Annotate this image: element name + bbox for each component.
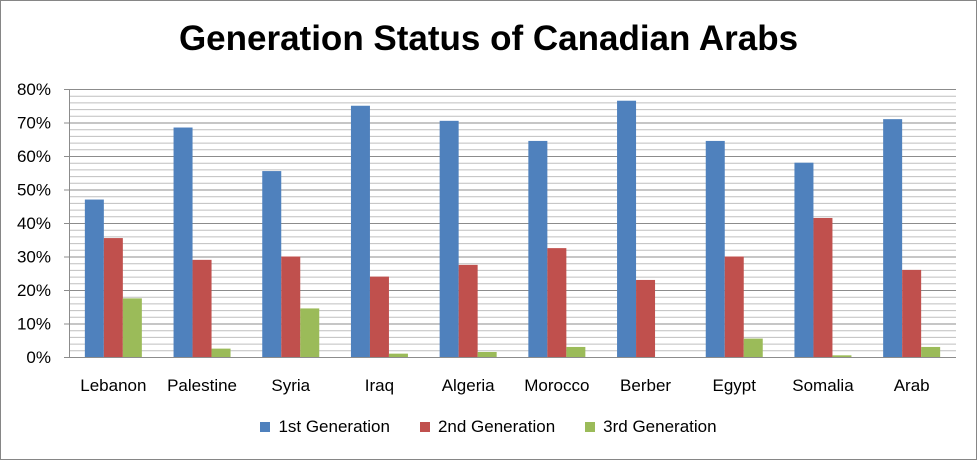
- bar-algeria-series-3: [477, 351, 497, 357]
- bar-somalia-series-1: [794, 162, 814, 357]
- legend-swatch: [419, 422, 430, 432]
- x-tick-label: Syria: [271, 376, 310, 395]
- x-tick-label: Palestine: [167, 376, 237, 395]
- x-tick-label: Berber: [620, 376, 671, 395]
- x-tick-label: Arab: [894, 376, 930, 395]
- chart-legend: 1st Generation 2nd Generation 3rd Generati…: [1, 417, 976, 437]
- chart-title: Generation Status of Canadian Arabs: [178, 19, 799, 58]
- x-tick-label: Iraq: [365, 376, 394, 395]
- y-tick-label: 0%: [26, 348, 51, 367]
- y-tick-label: 40%: [17, 214, 51, 233]
- bar-berber-series-1: [617, 100, 637, 357]
- bar-algeria-series-2: [458, 264, 478, 357]
- bar-morocco-series-1: [528, 140, 548, 357]
- x-tick-label: Lebanon: [80, 376, 146, 395]
- x-tick-label: Algeria: [442, 376, 495, 395]
- x-tick-label: Morocco: [524, 376, 589, 395]
- legend-item: 2nd Generation: [419, 417, 556, 437]
- bar-syria-series-1: [262, 171, 282, 357]
- bar-syria-series-3: [300, 308, 320, 357]
- bar-egypt-series-2: [724, 256, 744, 357]
- bar-morocco-series-3: [566, 346, 586, 357]
- y-tick-label: 60%: [17, 147, 51, 166]
- bar-egypt-series-1: [705, 140, 725, 357]
- legend-item: 1st Generation: [260, 417, 390, 437]
- legend-swatch: [585, 422, 596, 432]
- x-tick-label: Egypt: [713, 376, 757, 395]
- legend-label: 2nd Generation: [437, 417, 556, 436]
- bar-iraq-series-3: [388, 353, 408, 357]
- legend-label: 1st Generation: [278, 417, 390, 436]
- bar-palestine-series-2: [192, 259, 212, 357]
- bar-egypt-series-3: [743, 338, 763, 357]
- bar-lebanon-series-1: [84, 199, 104, 357]
- bar-lebanon-series-3: [122, 298, 142, 357]
- bar-morocco-series-2: [547, 248, 567, 357]
- y-tick-label: 10%: [17, 315, 51, 334]
- bar-somalia-series-3: [832, 355, 852, 357]
- x-tick-label: Somalia: [792, 376, 854, 395]
- y-tick-label: 70%: [17, 114, 51, 133]
- bar-arab-series-3: [921, 346, 941, 357]
- y-tick-label: 30%: [17, 248, 51, 267]
- bar-lebanon-series-2: [103, 238, 123, 357]
- bar-algeria-series-1: [439, 120, 459, 357]
- bar-syria-series-2: [281, 256, 301, 357]
- bar-berber-series-2: [636, 279, 656, 357]
- bar-palestine-series-1: [173, 127, 193, 358]
- bar-iraq-series-1: [350, 105, 370, 357]
- bar-iraq-series-2: [369, 276, 389, 357]
- legend-item: 3rd Generation: [585, 417, 717, 437]
- bar-somalia-series-2: [813, 217, 833, 357]
- bar-palestine-series-3: [211, 348, 231, 357]
- y-tick-label: 80%: [17, 80, 51, 99]
- y-tick-label: 20%: [17, 281, 51, 300]
- bar-arab-series-2: [902, 269, 922, 357]
- bar-arab-series-1: [883, 119, 903, 358]
- y-tick-label: 50%: [17, 181, 51, 200]
- legend-label: 3rd Generation: [603, 417, 717, 436]
- legend-swatch: [260, 422, 271, 432]
